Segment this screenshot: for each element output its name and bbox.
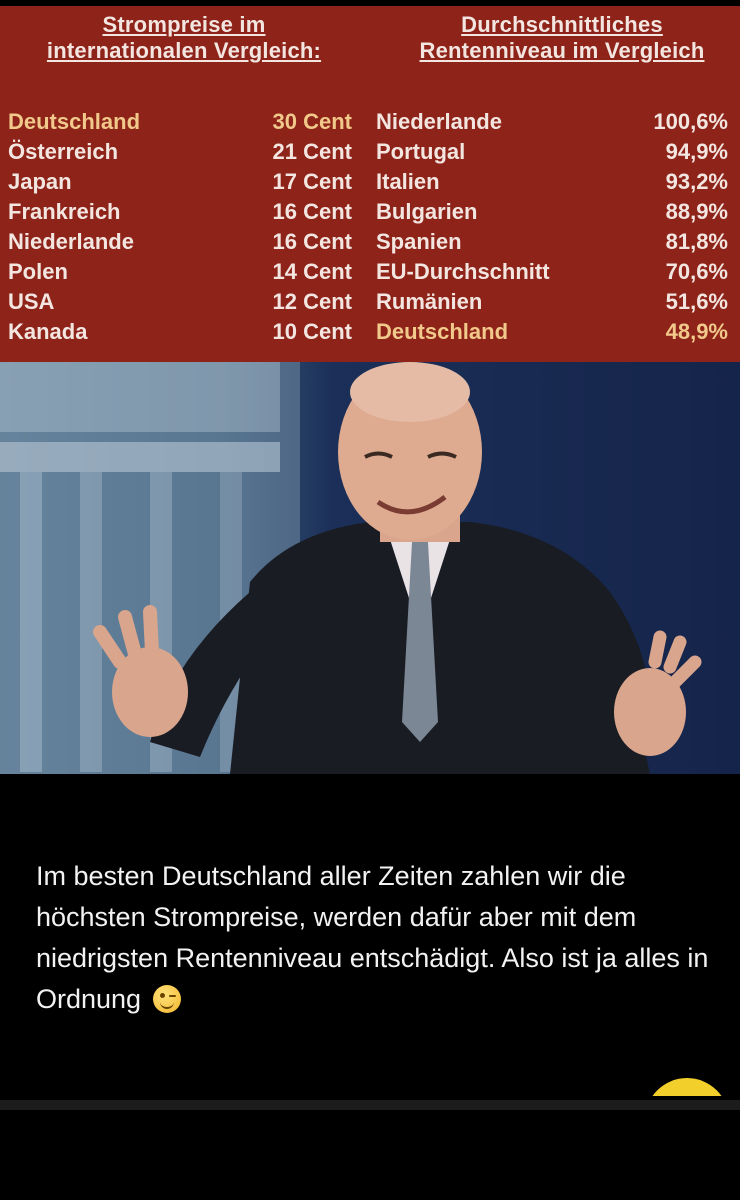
left-value: 17 Cent <box>272 169 352 194</box>
left-value: 16 Cent <box>272 199 352 224</box>
right-country: Portugal <box>376 139 466 164</box>
right-value: 100,6% <box>653 109 728 134</box>
left-country: Frankreich <box>8 199 121 224</box>
table-row: Frankreich 16 Cent Bulgarien 88,9% <box>0 197 740 227</box>
left-country: Niederlande <box>8 229 134 254</box>
table-row: Kanada 10 Cent Deutschland 48,9% <box>0 317 740 347</box>
right-value: 81,8% <box>665 229 728 254</box>
left-country: Kanada <box>8 319 88 344</box>
table-row: Japan 17 Cent Italien 93,2% <box>0 167 740 197</box>
left-value: 10 Cent <box>272 319 352 344</box>
left-value: 12 Cent <box>272 289 352 314</box>
left-value: 14 Cent <box>272 259 352 284</box>
table-row: USA 12 Cent Rumänien 51,6% <box>0 287 740 317</box>
right-country: Italien <box>376 169 440 194</box>
table-row: Polen 14 Cent EU-Durchschnitt 70,6% <box>0 257 740 287</box>
right-country: Spanien <box>376 229 462 254</box>
right-value: 48,9% <box>665 319 728 344</box>
right-country: Bulgarien <box>376 199 478 224</box>
left-value: 30 Cent <box>272 109 352 134</box>
left-country: Polen <box>8 259 68 284</box>
right-value: 88,9% <box>665 199 728 224</box>
caption-text: Im besten Deutschland aller Zeiten zahle… <box>36 861 709 1014</box>
photo-illustration <box>0 362 702 774</box>
right-country: Rumänien <box>376 289 483 314</box>
right-value: 94,9% <box>665 139 728 164</box>
electricity-header: Strompreise im internationalen Vergleich… <box>46 12 322 63</box>
right-value: 70,6% <box>665 259 728 284</box>
right-country: Niederlande <box>376 109 502 134</box>
right-value: 51,6% <box>665 289 728 314</box>
yellow-circle-icon <box>645 1078 729 1096</box>
table-row: Deutschland 30 Cent Niederlande 100,6% <box>0 107 740 137</box>
left-country: USA <box>8 289 55 314</box>
comparison-panel: Strompreise im internationalen Vergleich… <box>0 0 740 362</box>
photo-man-gesturing <box>0 362 740 774</box>
right-country: Deutschland <box>376 319 509 344</box>
winking-face-icon <box>152 985 181 1013</box>
right-value: 93,2% <box>665 169 728 194</box>
left-country: Österreich <box>8 139 119 164</box>
pension-header: Durchschnittliches Rentenniveau im Vergl… <box>419 12 705 63</box>
table-row: Österreich 21 Cent Portugal 94,9% <box>0 137 740 167</box>
table-row: Niederlande 16 Cent Spanien 81,8% <box>0 227 740 257</box>
left-country: Japan <box>8 169 72 194</box>
left-country: Deutschland <box>8 109 141 134</box>
left-value: 16 Cent <box>272 229 352 254</box>
left-value: 21 Cent <box>272 139 352 164</box>
divider <box>0 1100 740 1110</box>
right-country: EU-Durchschnitt <box>376 259 550 284</box>
